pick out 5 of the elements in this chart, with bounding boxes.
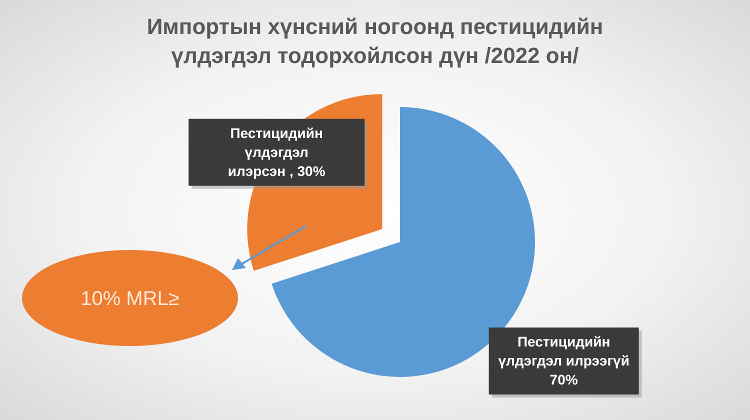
slice-label: Пестицидийн үлдэгдэл илэрсэн , 30% xyxy=(228,124,326,179)
data-label: 70% xyxy=(550,372,578,388)
text: 10% MRL≥ xyxy=(80,288,180,310)
slice-label: Пестицидийн үлдэгдэл илрээгүй xyxy=(498,334,630,369)
chart-title: Импортын хүнсний ногоонд пестицидийн үлдэгдэл тодорхойлсон дүн /2022 он/ xyxy=(146,13,604,70)
